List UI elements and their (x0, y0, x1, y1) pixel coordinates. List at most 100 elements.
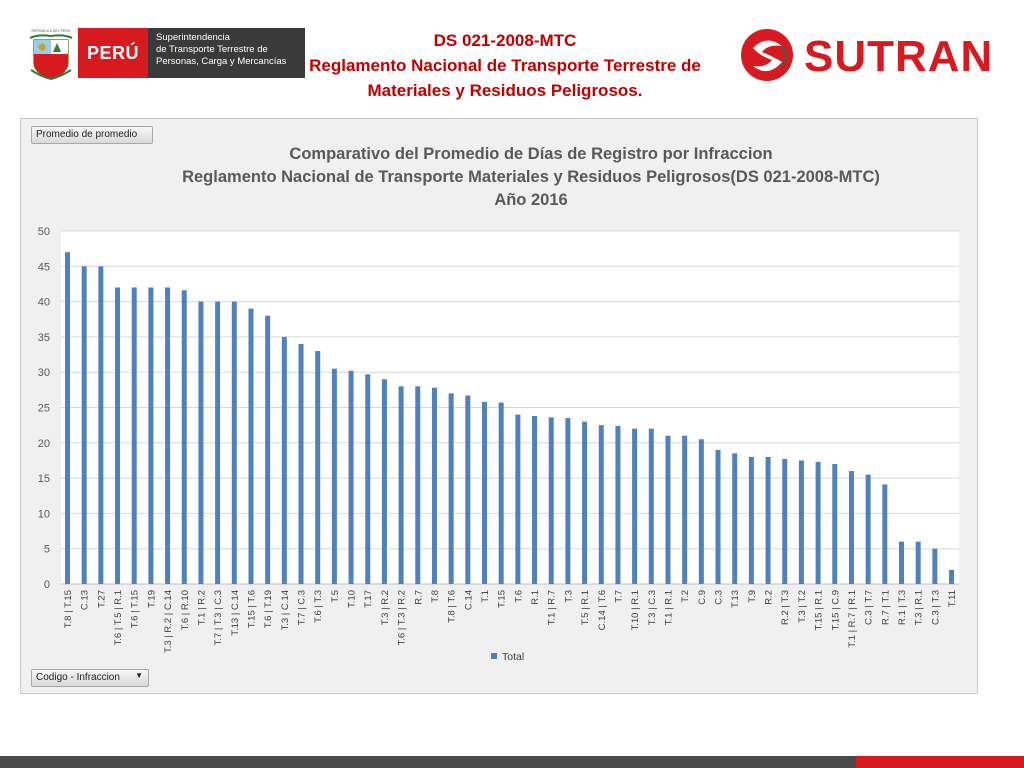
bar (115, 287, 121, 584)
bar (148, 287, 154, 584)
bar (315, 351, 321, 584)
bar (248, 308, 254, 584)
x-tick-label: T.6 | T.5 | R.1 (113, 590, 124, 645)
x-tick-label: T.6 | T.15 (130, 590, 141, 628)
bar (398, 386, 404, 584)
x-tick-label: T.1 | R.2 (196, 590, 207, 625)
peru-badge: PERÚ (78, 28, 148, 78)
x-tick-label: C.3 | T.3 (930, 590, 941, 625)
x-tick-label: C.3 (714, 590, 725, 605)
brand-name: SUTRAN (804, 32, 994, 81)
x-tick-label: T.7 | T.3 | C.3 (213, 590, 224, 645)
bar (915, 541, 921, 584)
page-title-line: Materiales y Residuos Peligrosos. (367, 81, 643, 100)
entity-name-line: Personas, Carga y Mercancías (156, 56, 287, 67)
bar (515, 414, 521, 584)
x-tick-label: T.15 (497, 590, 508, 608)
x-tick-label: T.1 (480, 590, 491, 603)
bar (165, 287, 171, 584)
x-tick-label: C.14 (463, 590, 474, 610)
bar (98, 266, 104, 584)
bar (848, 471, 854, 584)
x-tick-label: T.5 (330, 590, 341, 603)
logo-country-text: REPÚBLICA DEL PERÚ (31, 28, 70, 33)
x-tick-label: T.13 | C.14 (230, 590, 241, 636)
pivot-axis-field-label: Codigo - Infraccion (36, 672, 120, 683)
page-title-line: Reglamento Nacional de Transporte Terres… (309, 56, 701, 75)
chart-title: Comparativo del Promedio de Días de Regi… (161, 143, 901, 212)
x-tick-label: T.11 (947, 590, 958, 607)
x-tick-label: T.6 | T.3 | R.2 (397, 590, 408, 645)
bar (882, 484, 888, 584)
x-tick-label: T.10 (347, 590, 358, 608)
bar (682, 435, 688, 584)
bar (448, 393, 454, 584)
bar (231, 301, 237, 584)
pivot-value-field-button[interactable]: Promedio de promedio (31, 126, 153, 144)
bar (765, 456, 771, 584)
pivot-axis-field-dropdown[interactable]: Codigo - Infraccion ▼ (31, 669, 149, 687)
bar (465, 395, 471, 584)
entity-name-line: Superintendencia (156, 32, 230, 43)
bar (932, 548, 938, 584)
footer-bar (0, 756, 1024, 768)
x-tick-label: T.2 (680, 590, 691, 603)
bar (381, 379, 387, 584)
x-tick-label: T.15 | T.6 (246, 590, 257, 628)
x-tick-label: T.7 | C.3 (297, 590, 308, 625)
bar (715, 449, 721, 584)
x-tick-label: R.1 (530, 590, 541, 605)
x-tick-label: R.2 (764, 590, 775, 605)
pivot-value-field-label: Promedio de promedio (36, 129, 138, 140)
page-title: DS 021-2008-MTC Reglamento Nacional de T… (290, 28, 720, 103)
bar (415, 386, 421, 584)
bar (281, 336, 287, 584)
bar (798, 460, 804, 584)
sutran-logo: SUTRAN (738, 26, 998, 84)
bar (615, 425, 621, 584)
bar (181, 290, 187, 584)
government-logo: REPÚBLICA DEL PERÚ PERÚ Superintendencia… (28, 26, 305, 80)
y-tick-label: 45 (38, 261, 50, 273)
x-tick-label: C.13 (80, 590, 91, 610)
x-tick-label: R.7 | T.1 (880, 590, 891, 625)
x-tick-label: C.9 (697, 590, 708, 605)
x-tick-label: T.9 (747, 590, 758, 603)
bar (131, 287, 137, 584)
entity-name-box: Superintendencia de Transporte Terrestre… (148, 28, 305, 78)
x-tick-label: T.15 | C.9 (830, 590, 841, 631)
x-tick-label: T.3 | C.14 (280, 590, 291, 631)
bar (548, 417, 554, 584)
x-tick-label: T.1 | R.7 | R.1 (847, 590, 858, 648)
bar (865, 474, 871, 584)
bar (582, 421, 588, 584)
x-tick-label: T.15 | R.1 (814, 590, 825, 631)
y-tick-label: 5 (44, 544, 50, 556)
bar (732, 453, 738, 584)
bar (81, 266, 87, 584)
x-tick-label: T.19 (146, 590, 157, 608)
x-tick-label: T.3 | R.2 (380, 590, 391, 625)
bar (348, 370, 354, 584)
x-tick-label: T.6 | R.10 (180, 590, 191, 631)
y-tick-label: 50 (38, 226, 50, 238)
bar (482, 401, 487, 584)
x-tick-label: T.3 | C.3 (647, 590, 658, 625)
x-tick-label: T.8 | T.6 (447, 590, 458, 623)
y-tick-label: 25 (38, 403, 50, 415)
x-tick-label: T.3 | R.2 | C.14 (163, 590, 174, 653)
y-tick-label: 10 (38, 508, 50, 520)
bar (532, 415, 538, 584)
bar (698, 439, 704, 584)
y-tick-label: 20 (38, 438, 50, 450)
chart-title-line: Comparativo del Promedio de Días de Regi… (289, 145, 773, 163)
bar (665, 435, 671, 584)
x-tick-label: T.6 | T.19 (263, 590, 274, 628)
x-tick-label: T.3 | R.1 (914, 590, 925, 625)
x-tick-label: T.3 (563, 590, 574, 603)
coat-of-arms-icon: REPÚBLICA DEL PERÚ (29, 28, 73, 80)
x-tick-label: C.3 | T.7 (864, 590, 875, 625)
x-tick-label: T.13 (730, 590, 741, 608)
x-tick-label: T.17 (363, 590, 374, 608)
x-tick-label: R.2 | T.3 (780, 590, 791, 625)
